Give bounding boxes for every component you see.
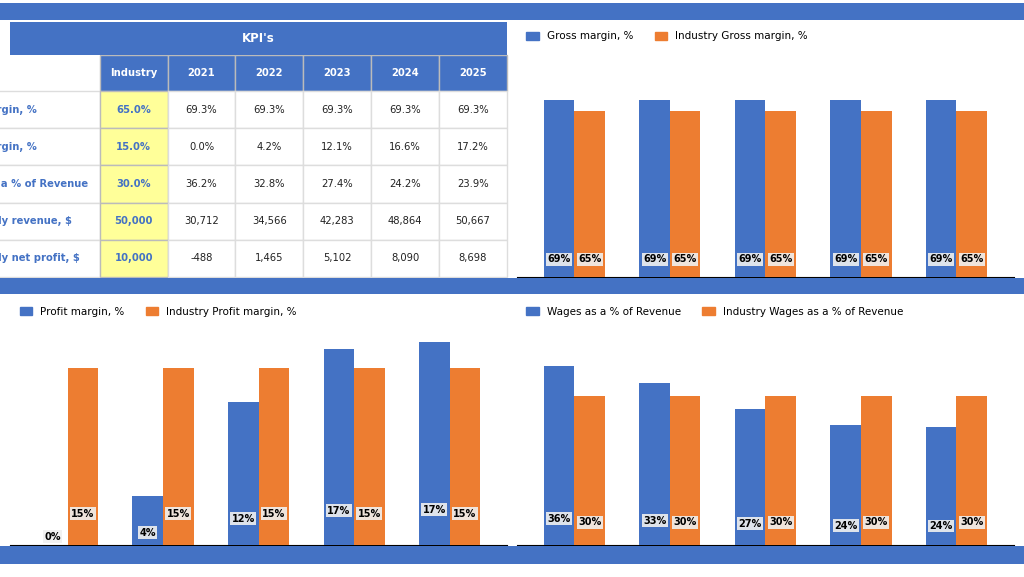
Text: 17%: 17% (327, 506, 350, 516)
Text: 4%: 4% (139, 528, 156, 538)
Bar (926, 100, 956, 277)
Text: KPI's: KPI's (243, 32, 274, 45)
Text: 65%: 65% (579, 254, 601, 264)
Text: 24%: 24% (930, 521, 952, 531)
Text: 30%: 30% (864, 518, 888, 527)
Bar (544, 100, 574, 277)
Text: 65%: 65% (864, 254, 888, 264)
Legend: Gross margin, %, Industry Gross margin, %: Gross margin, %, Industry Gross margin, … (522, 27, 812, 46)
Text: 15%: 15% (167, 509, 190, 519)
Text: 12%: 12% (231, 514, 255, 524)
Bar (419, 342, 450, 545)
Text: 69%: 69% (834, 254, 857, 264)
Text: 27%: 27% (738, 519, 762, 529)
Bar (766, 396, 796, 545)
Text: 30%: 30% (579, 518, 601, 527)
Legend: Profit margin, %, Industry Profit margin, %: Profit margin, %, Industry Profit margin… (15, 302, 301, 321)
Text: 30%: 30% (961, 518, 983, 527)
Bar (639, 100, 670, 277)
Text: 65%: 65% (769, 254, 793, 264)
Bar (163, 368, 194, 545)
Bar (670, 396, 700, 545)
Bar (861, 111, 892, 277)
Text: 69%: 69% (548, 254, 570, 264)
Bar (10, 22, 507, 55)
Bar (259, 368, 289, 545)
Bar (926, 426, 956, 545)
Bar (670, 111, 700, 277)
Bar (830, 100, 861, 277)
Bar (132, 496, 163, 545)
Text: 36%: 36% (548, 514, 570, 524)
Text: 65%: 65% (961, 254, 983, 264)
Bar (861, 396, 892, 545)
Bar (544, 366, 574, 545)
Bar (735, 409, 766, 545)
Text: 15%: 15% (262, 509, 286, 519)
Text: 15%: 15% (454, 509, 476, 519)
Text: 69%: 69% (738, 254, 762, 264)
Bar (324, 349, 354, 545)
Bar (574, 111, 605, 277)
Bar (574, 396, 605, 545)
Text: 69%: 69% (930, 254, 952, 264)
Text: 30%: 30% (674, 518, 697, 527)
Bar (735, 100, 766, 277)
Bar (68, 368, 98, 545)
Text: 15%: 15% (72, 509, 94, 519)
Text: 24%: 24% (834, 521, 857, 531)
Text: 15%: 15% (357, 509, 381, 519)
Text: 65%: 65% (674, 254, 697, 264)
Bar (228, 402, 259, 545)
Legend: Wages as a % of Revenue, Industry Wages as a % of Revenue: Wages as a % of Revenue, Industry Wages … (522, 302, 907, 321)
Text: 33%: 33% (643, 516, 667, 526)
Bar (639, 383, 670, 545)
Bar (766, 111, 796, 277)
Text: 30%: 30% (769, 518, 793, 527)
Bar (354, 368, 385, 545)
Bar (450, 368, 480, 545)
Text: 69%: 69% (643, 254, 667, 264)
Text: 0%: 0% (44, 532, 60, 542)
Text: 17%: 17% (423, 505, 445, 515)
Bar (956, 396, 987, 545)
Bar (830, 425, 861, 545)
Bar (956, 111, 987, 277)
